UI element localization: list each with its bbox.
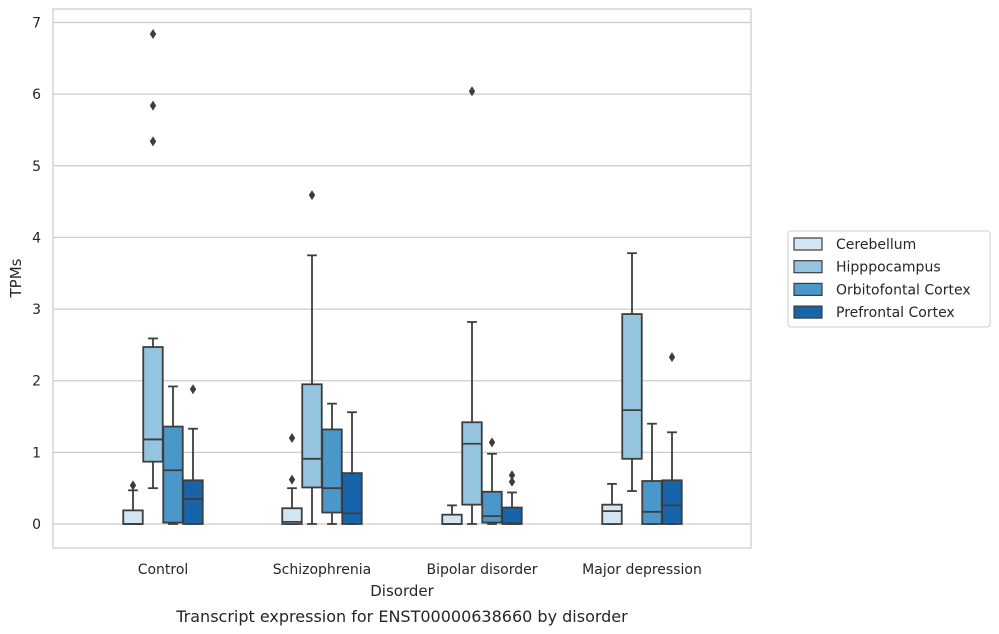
y-tick-label-4: 4 (32, 230, 41, 246)
box-iqr (441, 513, 463, 525)
y-tick-label-3: 3 (32, 302, 41, 318)
box-iqr (301, 383, 323, 489)
y-tick-label-6: 6 (32, 87, 41, 103)
legend-label: Prefrontal Cortex (836, 305, 955, 321)
box-orbitofontal-cortex-0 (162, 385, 184, 525)
y-tick-label-7: 7 (32, 16, 41, 32)
box-iqr (162, 425, 184, 524)
outlier-point (288, 474, 296, 485)
outlier-point (149, 136, 157, 147)
outlier-point (508, 476, 516, 487)
box-iqr (641, 480, 663, 525)
box-cerebellum-3 (601, 482, 623, 525)
y-axis-ticks: 0 1 2 3 4 5 6 7 (32, 16, 41, 534)
outlier-point (468, 86, 476, 97)
x-tick-label: Bipolar disorder (426, 562, 537, 578)
legend-frame (787, 230, 991, 328)
box-iqr (661, 479, 683, 525)
outlier-point (508, 470, 516, 481)
y-tick-label-2: 2 (32, 374, 41, 390)
box-prefrontal-cortex-1 (341, 411, 363, 525)
outlier-point (668, 352, 676, 363)
outlier-point (189, 384, 197, 395)
outlier-point (308, 190, 316, 201)
box-cerebellum-1 (281, 433, 303, 525)
legend-swatch (793, 305, 823, 319)
y-tick-label-5: 5 (32, 159, 41, 175)
x-tick-label: Major depression (582, 562, 702, 578)
y-axis-label: TPMs (7, 258, 25, 298)
box-orbitofontal-cortex-2 (481, 437, 503, 525)
box-iqr (182, 479, 204, 525)
outlier-point (488, 437, 496, 448)
figure-caption: Transcript expression for ENST0000063866… (175, 607, 628, 626)
box-iqr (501, 506, 523, 525)
box-iqr (621, 313, 643, 460)
legend: Cerebellum Hipppocampus Orbitofontal Corte… (787, 230, 991, 328)
box-prefrontal-cortex-2 (501, 470, 523, 525)
box-iqr (122, 509, 144, 525)
box-hipppocampus-1 (301, 190, 323, 525)
box-orbitofontal-cortex-1 (321, 402, 343, 525)
x-tick-label: Control (138, 562, 189, 578)
legend-swatch (793, 237, 823, 251)
legend-label: Cerebellum (836, 237, 916, 253)
outlier-point (129, 480, 137, 491)
box-cerebellum-0 (122, 480, 144, 525)
box-iqr (281, 507, 303, 525)
legend-label: Orbitofontal Cortex (836, 282, 971, 298)
box-iqr (461, 421, 483, 506)
box-iqr (142, 346, 164, 463)
x-axis-label: Disorder (370, 582, 434, 600)
box-orbitofontal-cortex-3 (641, 422, 663, 525)
outlier-point (149, 100, 157, 111)
plot-area-frame (52, 8, 752, 549)
box-cerebellum-2 (441, 504, 463, 525)
x-axis-ticks: Control Schizophrenia Bipolar disorder Majo… (138, 562, 702, 578)
box-iqr (341, 472, 363, 525)
y-tick-label-1: 1 (32, 445, 41, 461)
box-iqr (321, 428, 343, 514)
legend-swatch (793, 260, 823, 274)
box-hipppocampus-2 (461, 86, 483, 525)
box-iqr (481, 490, 503, 524)
y-tick-label-0: 0 (32, 517, 41, 533)
box-prefrontal-cortex-0 (182, 384, 204, 525)
legend-swatch (793, 282, 823, 296)
outlier-point (149, 28, 157, 39)
box-prefrontal-cortex-3 (661, 352, 683, 525)
box-hipppocampus-0 (142, 28, 164, 490)
legend-label: Hipppocampus (836, 260, 941, 276)
boxes (122, 28, 683, 525)
x-tick-label: Schizophrenia (273, 562, 371, 578)
box-hipppocampus-3 (621, 252, 643, 492)
box-iqr (601, 503, 623, 525)
outlier-point (288, 433, 296, 444)
